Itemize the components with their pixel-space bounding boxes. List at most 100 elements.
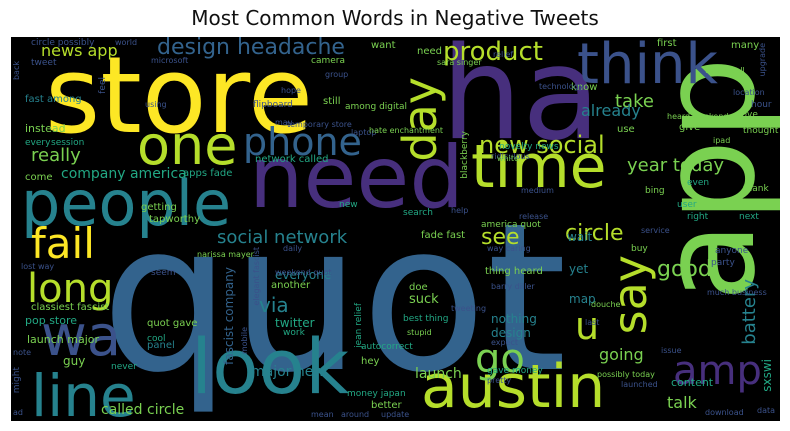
word: work	[283, 328, 305, 338]
word: fade fast	[421, 230, 466, 241]
word: amp	[673, 348, 762, 394]
word: company america	[61, 166, 187, 182]
word: weekend quot	[275, 268, 332, 277]
word: hope	[281, 86, 301, 95]
word: see	[481, 225, 520, 250]
word: love	[739, 110, 758, 120]
word: flipboard	[253, 100, 293, 110]
word: barry diller	[491, 282, 535, 291]
word: need	[417, 46, 442, 57]
word: microsoft	[151, 56, 189, 65]
word: anyone	[715, 246, 749, 256]
word: ha	[441, 37, 601, 169]
word: nothing	[491, 312, 537, 326]
word: circle possibly	[31, 38, 95, 48]
word: help	[451, 206, 469, 215]
word: fascist company	[222, 267, 236, 365]
word: time	[471, 132, 607, 202]
word: know	[571, 82, 598, 93]
word: technology	[539, 82, 584, 91]
word: going	[599, 345, 644, 364]
word: ipad	[713, 136, 731, 145]
word: daily	[283, 244, 303, 253]
word: give	[679, 122, 701, 133]
word: ad	[13, 408, 23, 417]
word: might	[12, 367, 22, 394]
word: twitter	[275, 316, 315, 330]
word: elegant fascist	[252, 247, 261, 306]
word: u	[575, 304, 600, 348]
word: really	[31, 145, 81, 166]
word: possibly today	[597, 370, 655, 379]
word: wa	[41, 304, 122, 369]
word: one	[137, 114, 238, 177]
word: last	[585, 318, 600, 327]
word: thought	[743, 126, 779, 136]
word: phone	[243, 120, 362, 164]
word: people	[21, 167, 232, 240]
word: need	[249, 128, 464, 228]
word: next	[739, 212, 759, 222]
word: getting	[141, 202, 177, 213]
word: new social	[479, 131, 605, 159]
word: blackberry	[460, 131, 470, 179]
word: using	[145, 100, 167, 109]
word: stupid	[407, 328, 432, 337]
word: launch	[415, 366, 462, 382]
word: may	[275, 118, 293, 127]
word: tablet call	[705, 66, 745, 75]
word: want	[371, 40, 396, 51]
word: news app	[41, 41, 118, 60]
word: ridiculous	[491, 152, 530, 161]
word: heard weekend	[667, 112, 729, 121]
word: tweet	[31, 58, 57, 68]
word: wait	[567, 230, 593, 244]
word: issue	[661, 346, 682, 355]
word: laptop	[351, 128, 377, 137]
word: apps fade	[183, 168, 233, 179]
word: via	[259, 293, 289, 317]
word: much business	[707, 288, 767, 297]
word: even	[687, 178, 710, 188]
word: circle	[565, 221, 624, 246]
word: design	[491, 326, 531, 340]
word: say	[603, 255, 657, 335]
word: network called	[255, 154, 329, 165]
word: download	[705, 408, 744, 417]
word: douche	[591, 300, 621, 309]
word: design headache	[157, 37, 345, 60]
word: every	[25, 138, 51, 148]
word: location	[733, 88, 765, 97]
word: fail	[31, 219, 95, 268]
word: service	[641, 226, 670, 235]
word: panel	[147, 340, 175, 351]
word-cloud: quot app store ha need people line look …	[11, 37, 780, 421]
word: america quot	[481, 220, 541, 230]
word: new	[339, 200, 358, 210]
word: note	[13, 348, 32, 357]
word: hate enchantment	[369, 126, 444, 135]
word: mean	[311, 410, 334, 419]
word: major new	[251, 364, 325, 380]
word: first	[657, 38, 677, 49]
word: pop store	[25, 314, 78, 327]
word: come	[25, 172, 53, 183]
word: money japan	[347, 389, 406, 399]
word: lost way	[21, 262, 55, 271]
word: sara singer	[437, 58, 482, 67]
word: already	[581, 101, 641, 120]
word: called circle	[101, 402, 185, 418]
word: everyone	[275, 268, 332, 282]
word: tweeting	[451, 304, 487, 313]
word: never	[111, 362, 137, 372]
word: long	[27, 266, 114, 312]
word: think	[577, 37, 718, 97]
word: feel	[98, 77, 108, 94]
word: instead	[25, 122, 66, 135]
word: map	[569, 292, 596, 306]
word: narissa mayer	[197, 250, 254, 259]
word: look	[191, 322, 350, 411]
word: seem	[151, 268, 176, 278]
word: autocorrect	[361, 342, 413, 352]
word: upgrade	[758, 43, 767, 77]
